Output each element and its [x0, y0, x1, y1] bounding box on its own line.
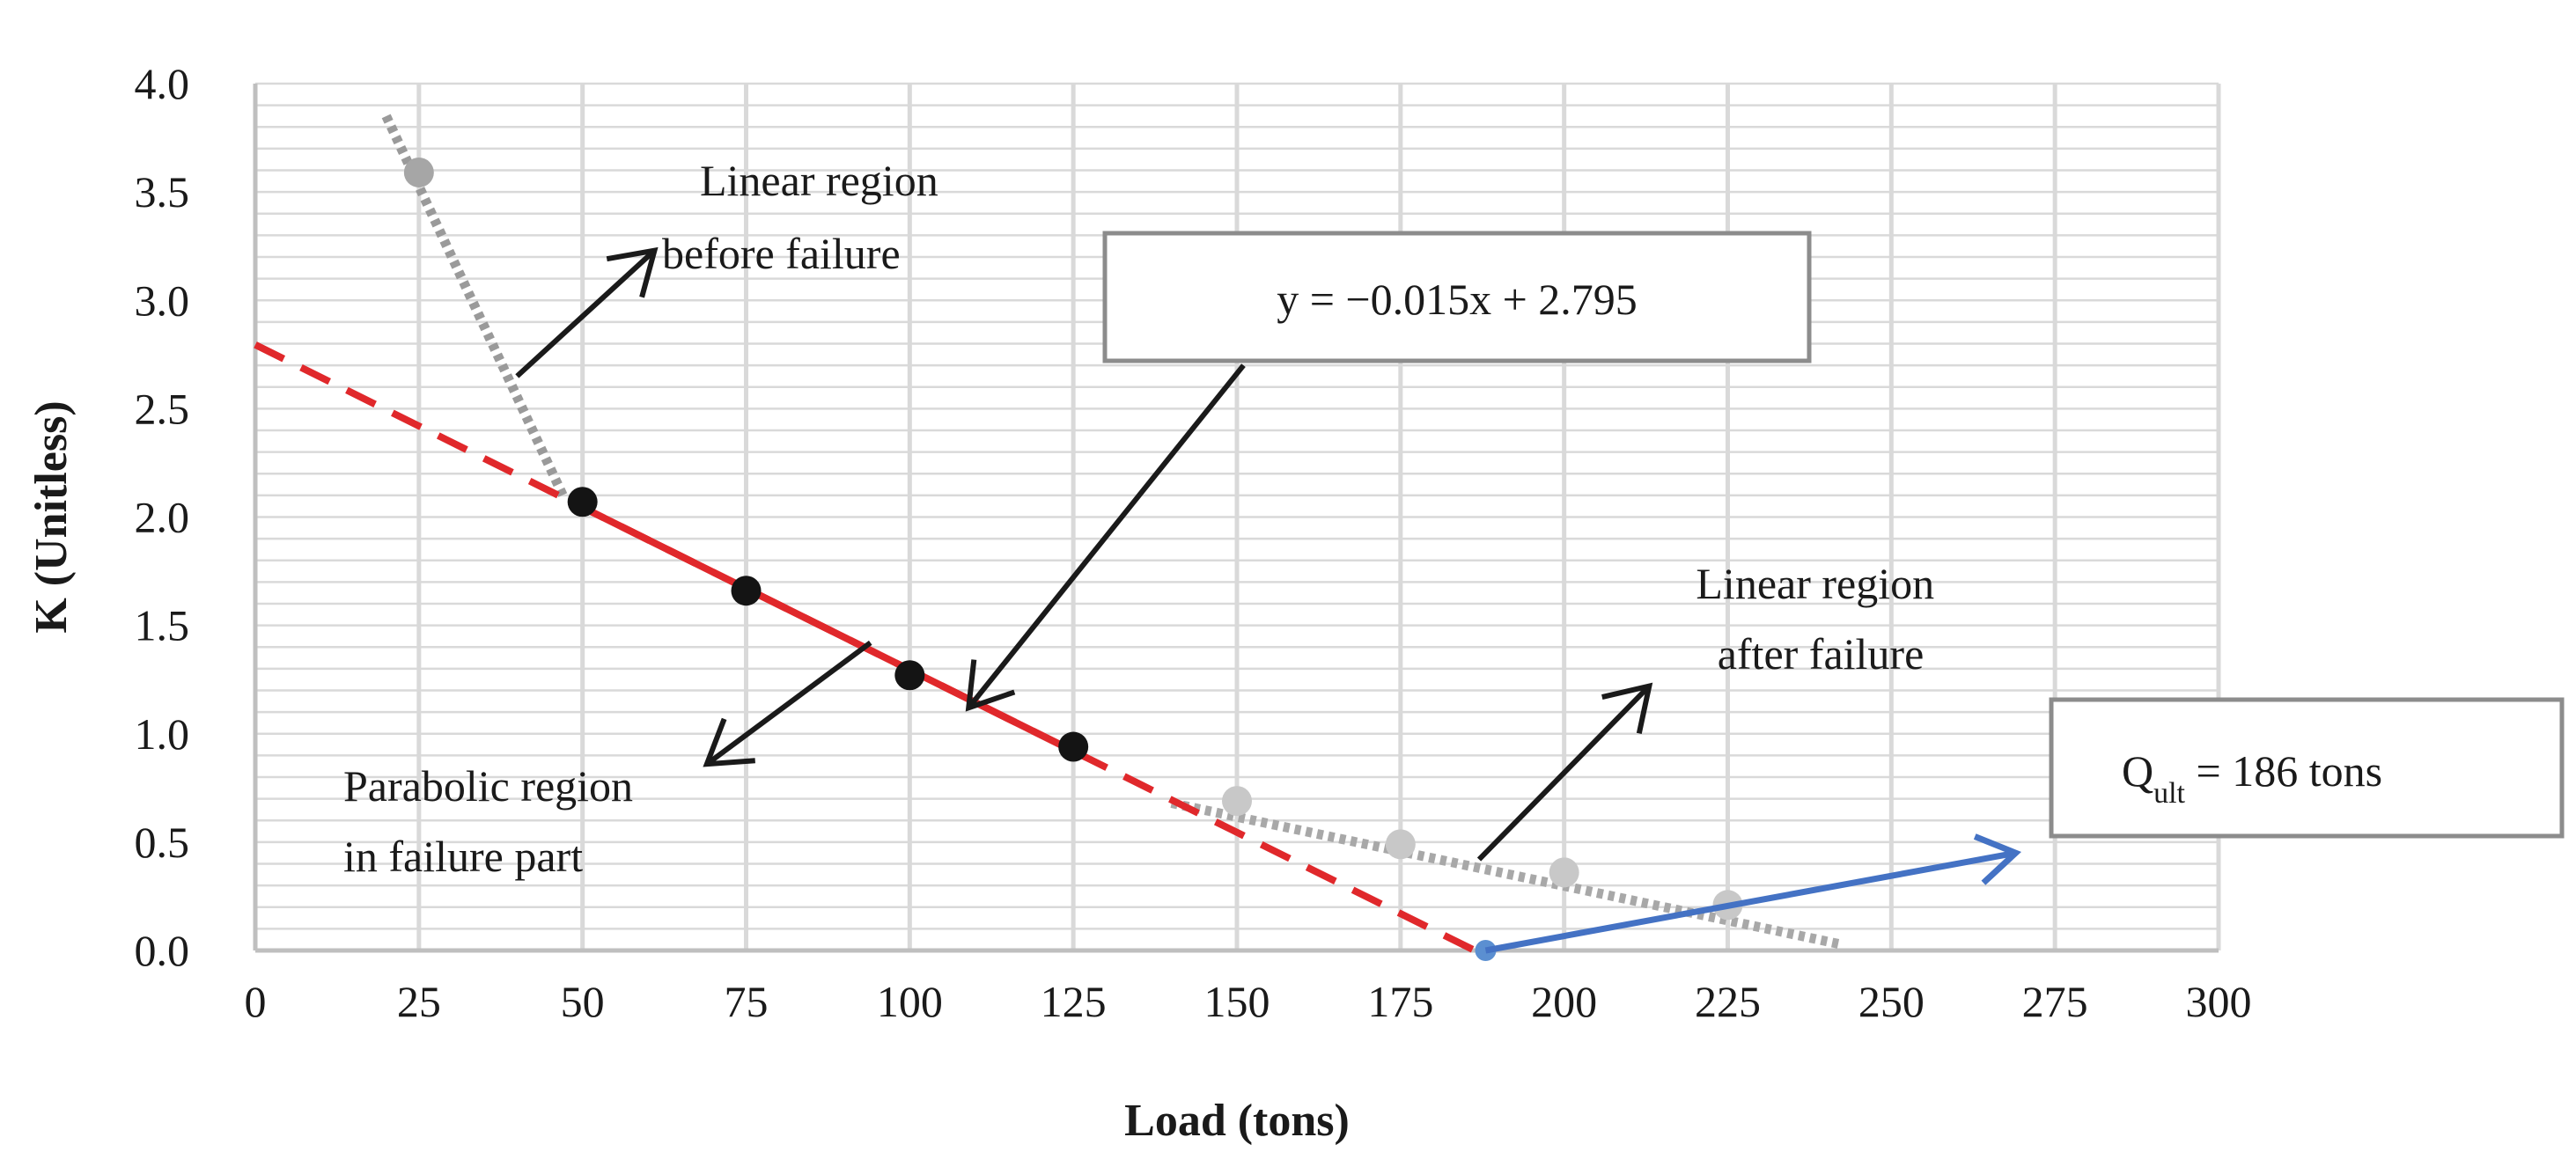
- qult-label-sub: ult: [2153, 777, 2185, 810]
- y-tick-label: 4.0: [135, 59, 190, 108]
- arrow-qult: [1484, 833, 2021, 954]
- grid: [253, 82, 2221, 953]
- x-tick-label: 175: [1367, 977, 1433, 1026]
- y-tick-label: 0.0: [135, 926, 190, 975]
- equation-label: y = −0.015x + 2.795: [1277, 275, 1638, 324]
- arrow-shaft: [705, 640, 872, 767]
- annotation-arrows: [515, 246, 2021, 954]
- x-tick-label: 300: [2186, 977, 2252, 1026]
- qult-box-frame: [2049, 697, 2565, 839]
- y-tick-label: 2.0: [135, 493, 190, 542]
- annotation-after-line-1: Linear region: [1696, 559, 1934, 608]
- data-point: [731, 576, 762, 606]
- data-point: [1385, 829, 1416, 860]
- x-tick-label: 50: [561, 977, 605, 1026]
- annotation-before-failure: Linear region before failure: [662, 156, 949, 278]
- qult-label-rest: = 186 tons: [2185, 746, 2382, 796]
- arrow-shaft: [515, 248, 657, 378]
- annotation-parabolic-line-1: Parabolic region: [343, 761, 633, 811]
- annotation-before-line-1: Linear region: [700, 156, 938, 205]
- arrow-head: [606, 246, 659, 298]
- fit-line-solid: [580, 503, 1088, 761]
- arrow-head: [1973, 833, 2021, 885]
- x-tick-label: 25: [397, 977, 441, 1026]
- x-tick-label: 200: [1531, 977, 1597, 1026]
- y-tick-label: 1.0: [135, 709, 190, 759]
- y-tick-label: 0.5: [135, 818, 190, 867]
- y-tick-label: 2.5: [135, 384, 190, 433]
- arrow-head: [1601, 682, 1653, 734]
- arrow-equation: [965, 363, 1246, 712]
- x-tick-label: 275: [2022, 977, 2088, 1026]
- qult-label: Qult = 186 tons: [2122, 746, 2382, 810]
- annotation-after-failure: Linear region after failure: [1696, 559, 1945, 679]
- x-tick-label: 100: [877, 977, 943, 1026]
- arrow-shaft: [1484, 849, 2017, 954]
- x-tick-label: 0: [245, 977, 267, 1026]
- arrow-head: [965, 659, 1016, 712]
- trend-line: [1170, 798, 1841, 949]
- annotation-before-line-2: before failure: [662, 229, 901, 278]
- arrow-after-failure: [1476, 682, 1653, 862]
- qult-label-main: Q: [2122, 746, 2153, 796]
- arrow-before-failure: [515, 246, 659, 378]
- data-point: [1058, 731, 1089, 762]
- equation-box: y = −0.015x + 2.795: [1102, 231, 1812, 363]
- annotation-after-line-2: after failure: [1718, 629, 1925, 679]
- arrow-shaft: [1476, 684, 1652, 862]
- data-point: [894, 660, 925, 691]
- data-point: [1222, 786, 1252, 817]
- y-tick-label: 1.5: [135, 601, 190, 650]
- x-tick-label: 250: [1858, 977, 1925, 1026]
- x-tick-label: 225: [1695, 977, 1761, 1026]
- x-tick-label: 125: [1041, 977, 1107, 1026]
- arrow-head: [703, 717, 755, 767]
- data-point: [1549, 857, 1579, 888]
- y-tick-label: 3.0: [135, 275, 190, 325]
- equation-box-frame: [1102, 231, 1812, 363]
- x-tick-label: 75: [725, 977, 769, 1026]
- data-point: [567, 487, 598, 517]
- data-point: [403, 157, 434, 187]
- annotation-parabolic-line-2: in failure part: [343, 832, 583, 881]
- annotation-parabolic-region: Parabolic region in failure part: [343, 761, 644, 881]
- tick-labels: 0 25 50 75 100 125 150 175 200 225 250 275 300 0.0 0.5…: [135, 59, 2252, 1026]
- qult-box: Qult = 186 tons: [2049, 697, 2565, 839]
- arrow-shaft: [966, 363, 1246, 710]
- arrow-parabolic-region: [703, 640, 872, 767]
- x-axis-title: Load (tons): [1124, 1096, 1350, 1146]
- y-tick-label: 3.5: [135, 167, 190, 216]
- x-tick-label: 150: [1204, 977, 1270, 1026]
- y-axis-title: K (Unitless): [26, 400, 77, 633]
